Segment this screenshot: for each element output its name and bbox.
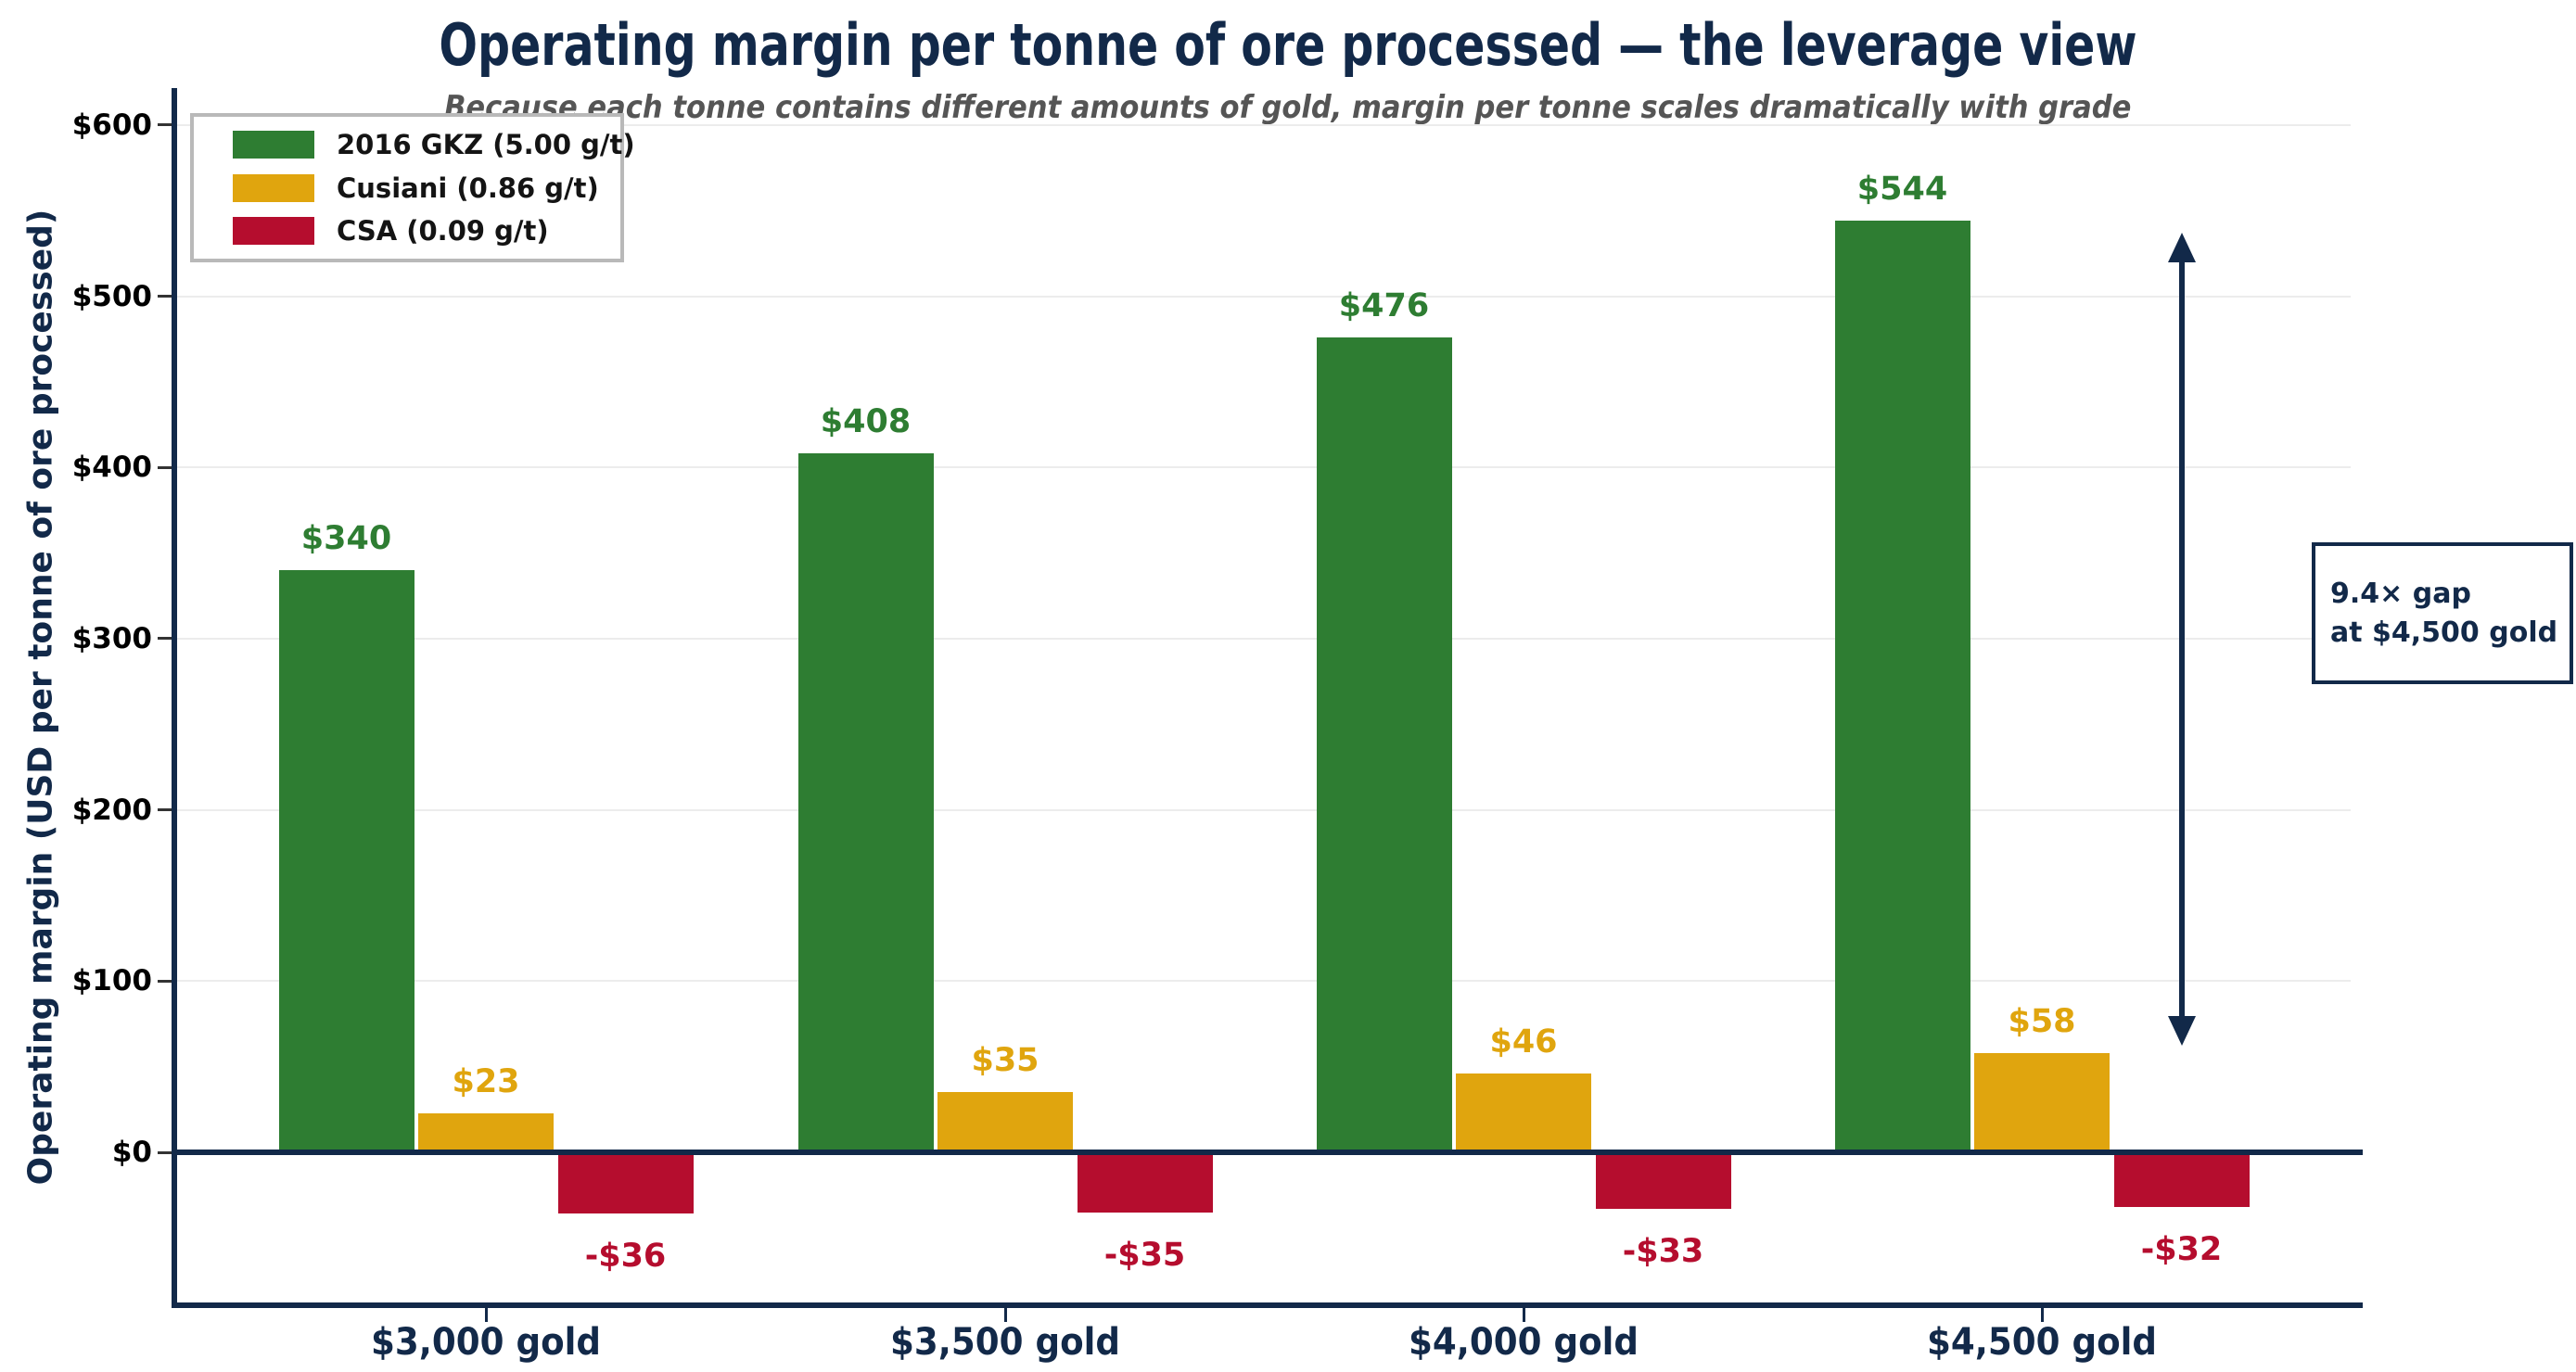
bar xyxy=(937,1092,1073,1152)
bar xyxy=(1974,1052,2110,1152)
gridline xyxy=(173,637,2351,640)
bar-value-label: $46 xyxy=(1489,1023,1558,1061)
gridline xyxy=(173,123,2351,126)
zero-baseline xyxy=(173,1150,2363,1155)
gridline xyxy=(173,466,2351,469)
y-tick-mark xyxy=(158,123,172,127)
y-tick-mark xyxy=(158,979,172,983)
x-tick-mark xyxy=(1522,1308,1525,1322)
bar xyxy=(418,1112,554,1152)
bar xyxy=(797,453,934,1152)
bar xyxy=(1456,1073,1591,1152)
y-tick-label: $500 xyxy=(71,279,152,313)
legend-label: CSA (0.09 g/t) xyxy=(337,215,549,248)
bar-value-label: -$32 xyxy=(2140,1231,2223,1269)
bar-value-label: $58 xyxy=(2008,1002,2076,1040)
bar xyxy=(1077,1152,1213,1213)
legend-item: CSA (0.09 g/t) xyxy=(233,215,620,247)
y-tick-label: $0 xyxy=(111,1136,152,1169)
legend-label: 2016 GKZ (5.00 g/t) xyxy=(337,128,635,160)
gridline xyxy=(173,295,2351,298)
y-tick-label: $100 xyxy=(71,964,152,998)
gap-annotation-line2: at $4,500 gold xyxy=(2330,616,2558,649)
bar-value-label: $544 xyxy=(1856,171,1948,209)
y-tick-label: $200 xyxy=(71,793,152,827)
x-tick-label: $4,500 gold xyxy=(1926,1321,2158,1364)
subtitle-wrap: Because each tonne contains different am… xyxy=(0,89,2576,126)
legend: 2016 GKZ (5.00 g/t) Cusiani (0.86 g/t) CSA… xyxy=(190,113,635,262)
gridline xyxy=(173,808,2351,811)
bar-value-label: $23 xyxy=(452,1062,520,1100)
bar xyxy=(2113,1152,2250,1208)
y-axis-spine xyxy=(172,88,177,1308)
y-tick-mark xyxy=(158,808,172,812)
gap-arrow-up-icon xyxy=(2168,233,2196,263)
bar-value-label: $476 xyxy=(1338,286,1430,324)
bar xyxy=(278,570,414,1152)
bar-value-label: -$36 xyxy=(584,1238,667,1276)
gap-arrow-down-icon xyxy=(2168,1016,2196,1047)
bar-value-label: -$35 xyxy=(1103,1236,1186,1274)
legend-swatch xyxy=(233,130,314,159)
legend-item: 2016 GKZ (5.00 g/t) xyxy=(233,129,635,160)
title-wrap: Operating margin per tonne of ore proces… xyxy=(0,11,2576,79)
y-tick-mark xyxy=(158,465,172,469)
legend-swatch xyxy=(233,173,314,202)
x-tick-label: $4,000 gold xyxy=(1408,1321,1639,1364)
x-tick-label: $3,500 gold xyxy=(889,1321,1121,1364)
x-tick-mark xyxy=(1003,1308,1007,1322)
bar-value-label: -$33 xyxy=(1622,1232,1704,1270)
bar-value-label: $340 xyxy=(300,520,392,558)
y-tick-label: $400 xyxy=(71,451,152,485)
y-tick-label: $600 xyxy=(71,108,152,142)
gridline xyxy=(173,980,2351,983)
chart-subtitle: Because each tonne contains different am… xyxy=(444,89,2132,126)
legend-swatch xyxy=(233,217,314,246)
bar-value-label: $408 xyxy=(820,403,912,441)
chart-title: Operating margin per tonne of ore proces… xyxy=(439,11,2137,79)
gap-annotation-box: 9.4× gap at $4,500 gold xyxy=(2312,542,2573,684)
gap-arrow-line xyxy=(2179,257,2185,1023)
x-tick-label: $3,000 gold xyxy=(370,1321,602,1364)
x-tick-mark xyxy=(2040,1308,2044,1322)
legend-label: Cusiani (0.86 g/t) xyxy=(337,172,599,204)
y-tick-mark xyxy=(158,295,172,298)
bar-value-label: $35 xyxy=(971,1042,1039,1080)
bar xyxy=(1595,1152,1731,1209)
bar xyxy=(1834,221,1970,1152)
bar xyxy=(557,1152,694,1214)
x-axis-spine xyxy=(172,1302,2363,1308)
y-tick-label: $300 xyxy=(71,621,152,655)
legend-item: Cusiani (0.86 g/t) xyxy=(233,172,620,204)
gap-annotation-line1: 9.4× gap xyxy=(2330,577,2471,610)
x-tick-mark xyxy=(484,1308,488,1322)
y-tick-mark xyxy=(158,1150,172,1154)
y-tick-mark xyxy=(158,637,172,641)
bar xyxy=(1316,337,1452,1152)
